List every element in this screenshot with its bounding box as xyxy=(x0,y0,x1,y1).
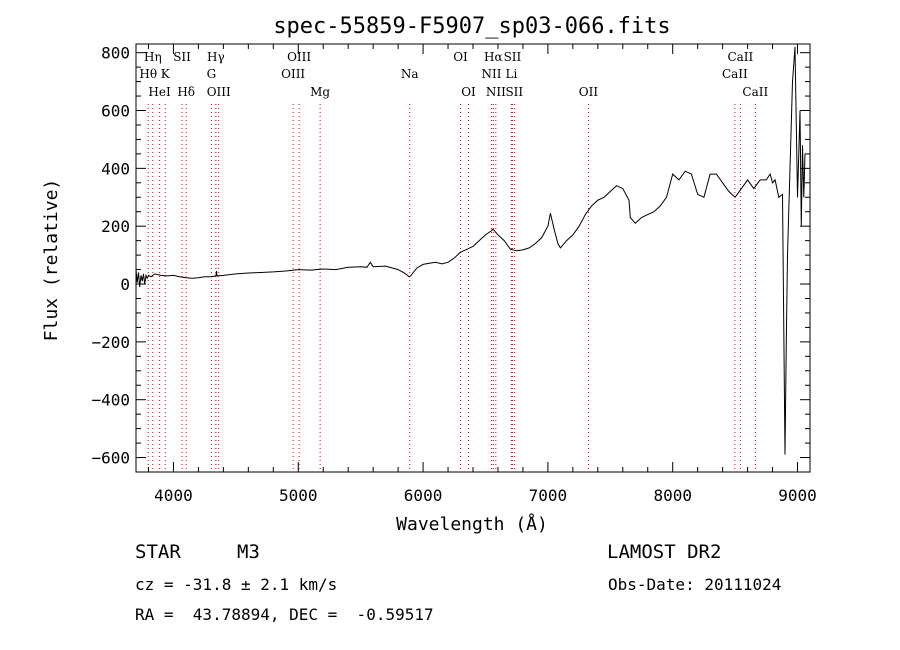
line-marker-label: Hθ xyxy=(139,67,157,81)
x-tick-label: 4000 xyxy=(154,486,193,505)
y-tick-label: 800 xyxy=(101,44,130,63)
line-marker-label: Hδ xyxy=(177,85,195,99)
line-marker-label: NII xyxy=(481,67,501,81)
x-tick-label: 9000 xyxy=(778,486,817,505)
obs-date-text: Obs-Date: 20111024 xyxy=(608,575,782,594)
line-marker-label: NII xyxy=(486,85,506,99)
line-marker-label: OIII xyxy=(287,50,311,64)
x-axis-label: Wavelength (Å) xyxy=(396,513,548,535)
survey-name: LAMOST DR2 xyxy=(607,541,722,563)
line-marker-label: CaII xyxy=(727,50,753,64)
y-tick-label: −600 xyxy=(91,449,130,468)
line-marker-label: Hη xyxy=(144,50,162,64)
y-axis-label: Flux (relative) xyxy=(41,179,62,342)
x-tick-label: 7000 xyxy=(529,486,568,505)
line-marker-label: Mg xyxy=(310,85,330,99)
redshift-text: cz = -31.8 ± 2.1 km/s xyxy=(135,575,338,594)
line-marker-label: CaII xyxy=(742,85,768,99)
object-type: STAR xyxy=(135,541,181,563)
coordinates-text: RA = 43.78894, DEC = -0.59517 xyxy=(135,605,434,624)
line-marker-label: SII xyxy=(504,50,522,64)
spectral-subclass: M3 xyxy=(237,541,260,563)
spectral-line-markers: HηHθHeIKSIIHδHγGOIIIOIIIOIIIMgNaOIOIHαNI… xyxy=(139,50,768,472)
line-marker-label: SII xyxy=(173,50,191,64)
line-marker-label: OII xyxy=(579,85,599,99)
line-marker-label: OI xyxy=(453,50,468,64)
y-tick-label: −400 xyxy=(91,391,130,410)
line-marker-label: Hα xyxy=(484,50,503,64)
line-marker-label: OIII xyxy=(281,67,305,81)
x-tick-label: 5000 xyxy=(279,486,318,505)
line-marker-label: Li xyxy=(506,67,518,81)
y-tick-label: −200 xyxy=(91,333,130,352)
line-marker-label: OIII xyxy=(207,85,231,99)
y-tick-label: 0 xyxy=(120,275,130,294)
line-marker-label: K xyxy=(161,67,171,81)
line-marker-label: Na xyxy=(401,67,419,81)
x-axis: 4000 5000 6000 7000 8000 9000 xyxy=(147,44,817,505)
line-marker-label: HeI xyxy=(148,85,171,99)
chart-title: spec-55859-F5907_sp03-066.fits xyxy=(273,14,670,39)
y-tick-label: 400 xyxy=(101,159,130,178)
spectrum-line xyxy=(135,46,806,455)
x-tick-label: 8000 xyxy=(653,486,692,505)
plot-frame xyxy=(135,43,811,473)
line-marker-label: CaII xyxy=(722,67,748,81)
line-marker-label: OI xyxy=(461,85,476,99)
line-marker-label: SII xyxy=(505,85,523,99)
y-axis: 800 600 400 200 0 −200 −400 −600 xyxy=(91,44,810,468)
line-marker-label: G xyxy=(207,67,217,81)
line-marker-label: Hγ xyxy=(207,50,225,64)
y-tick-label: 600 xyxy=(101,102,130,121)
y-tick-label: 200 xyxy=(101,217,130,236)
x-tick-label: 6000 xyxy=(404,486,443,505)
